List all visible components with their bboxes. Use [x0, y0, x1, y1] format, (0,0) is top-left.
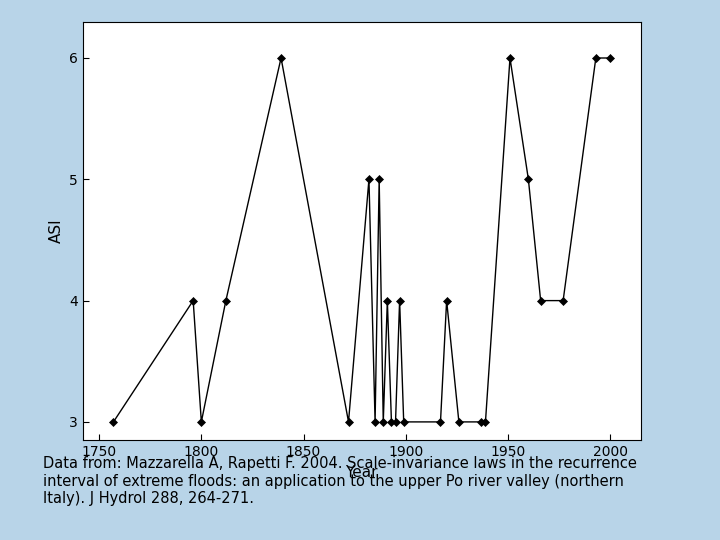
X-axis label: Year: Year — [346, 464, 378, 480]
Text: Data from: Mazzarella A, Rapetti F. 2004. Scale-invariance laws in the recurrenc: Data from: Mazzarella A, Rapetti F. 2004… — [43, 456, 637, 506]
Y-axis label: ASI: ASI — [48, 219, 63, 243]
